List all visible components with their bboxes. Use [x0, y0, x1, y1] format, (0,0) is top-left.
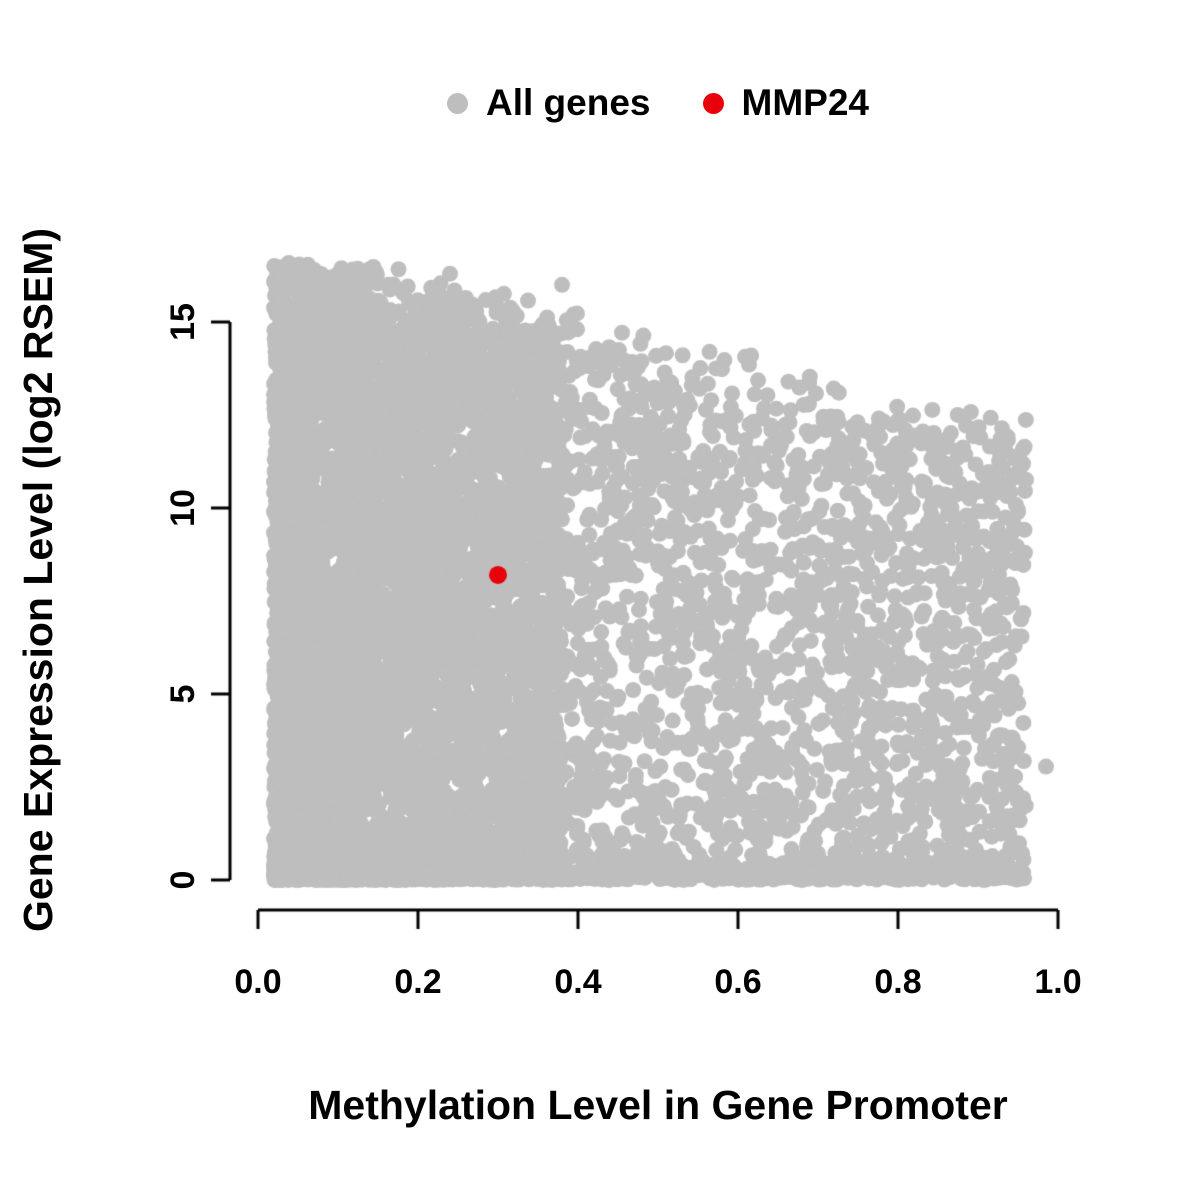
mmp24-dot-icon: [702, 92, 724, 114]
x-tick-label: 0.8: [874, 963, 922, 1001]
legend-label-all-genes: All genes: [486, 82, 651, 123]
x-tick-label: 0.4: [554, 963, 602, 1001]
y-tick-label: 5: [164, 684, 202, 704]
x-tick-label: 0.6: [714, 963, 762, 1001]
y-tick-label: 0: [164, 870, 202, 890]
x-tick-label: 0.0: [234, 963, 282, 1001]
x-tick-label: 0.2: [394, 963, 442, 1001]
x-tick-label: 1.0: [1034, 963, 1082, 1001]
legend: All genes MMP24: [258, 82, 1058, 124]
all-genes-dot-icon: [447, 92, 468, 114]
y-axis-title: Gene Expression Level (log2 RSEM): [15, 227, 61, 933]
legend-item-mmp24: MMP24: [702, 82, 869, 124]
y-tick-label: 15: [164, 303, 202, 341]
y-tick-label: 10: [164, 489, 202, 527]
legend-item-all-genes: All genes: [447, 82, 651, 124]
x-axis-title: Methylation Level in Gene Promoter: [308, 1082, 1008, 1128]
legend-label-mmp24: MMP24: [741, 82, 869, 123]
